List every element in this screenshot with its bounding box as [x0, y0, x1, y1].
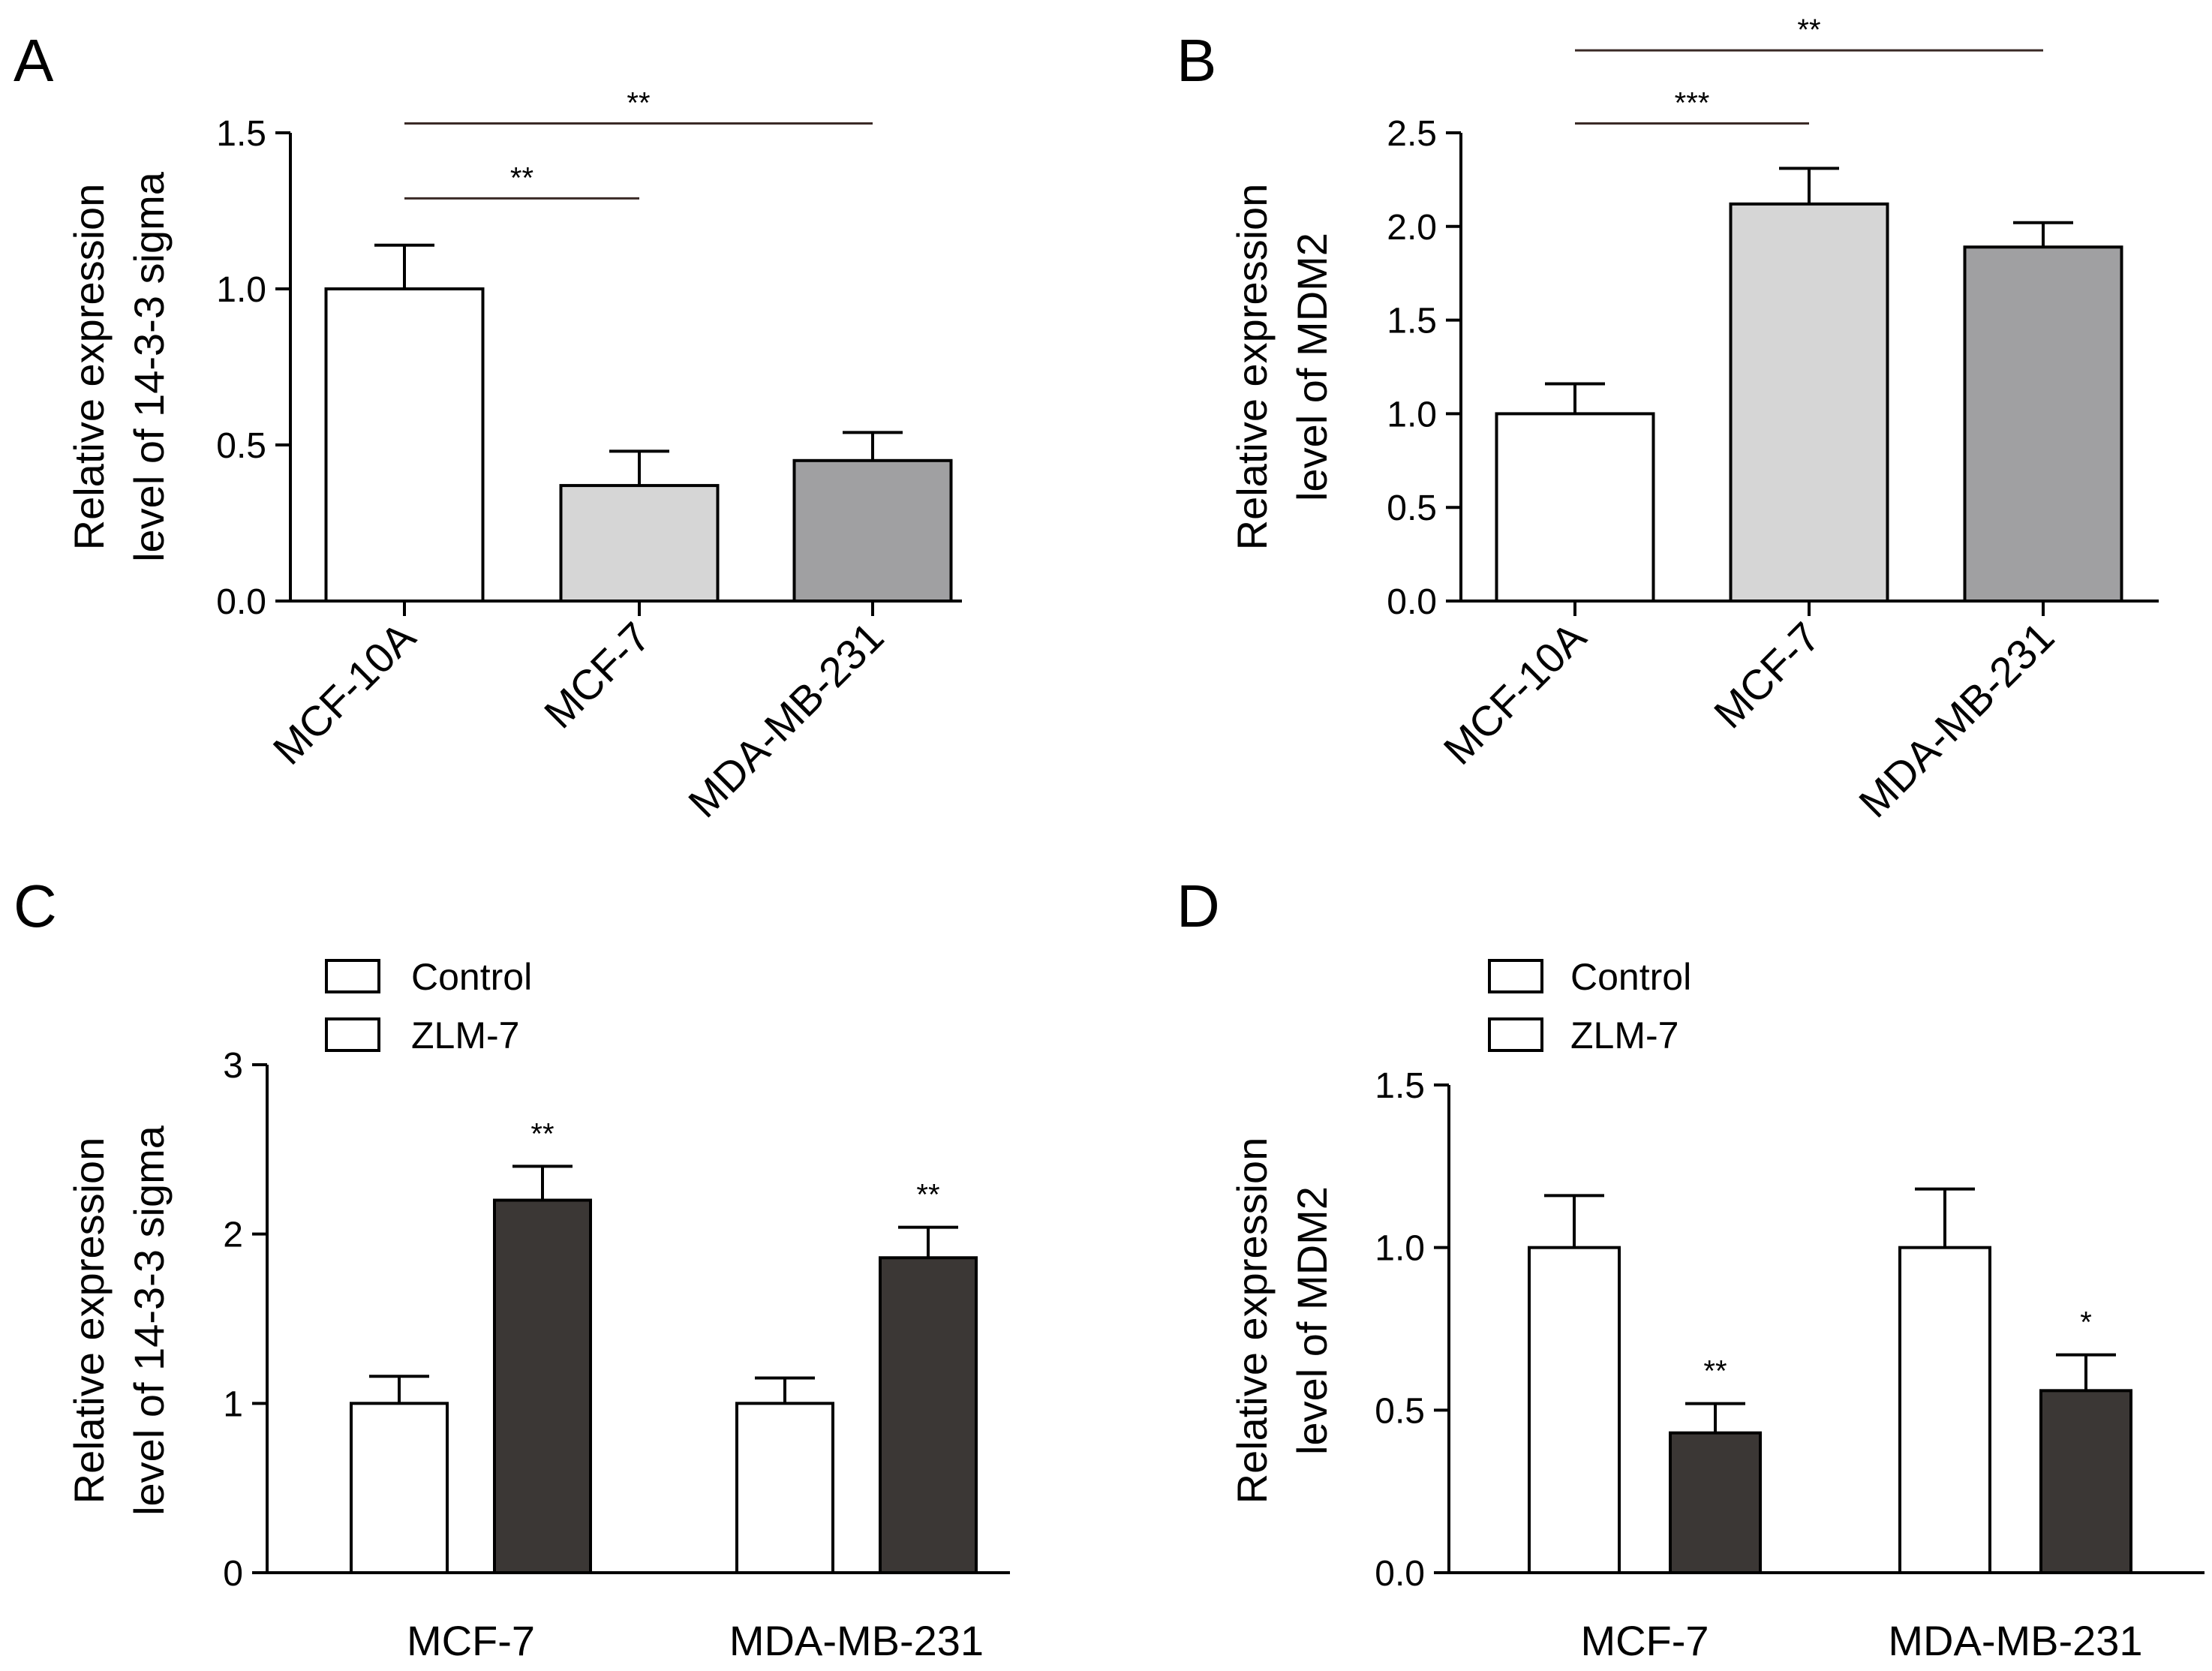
panel-c-bar-zlm-7-0 — [493, 1198, 592, 1574]
panel-b-ytick-label-2: 1.0 — [1387, 395, 1437, 434]
panel-c-ytick-label-1: 1 — [223, 1384, 243, 1424]
panel-c-ytick-label-2: 2 — [223, 1216, 243, 1255]
panel-c-category-label-0: MCF-7 — [407, 1617, 535, 1664]
panel-b-sig-label-0: *** — [1675, 87, 1710, 120]
panel-b-ytick-label-0: 0.0 — [1387, 582, 1437, 622]
panel-d-bar-control-1 — [1898, 1246, 1991, 1574]
panel-d-legend-label-1: ZLM-7 — [1570, 1014, 1679, 1056]
panel-d-ytick-label-0: 0.0 — [1375, 1554, 1425, 1594]
panel-c-legend-swatch-1 — [325, 1017, 380, 1052]
panel-c-ytick-label-0: 0 — [223, 1554, 243, 1594]
panel-a-ylabel-line-1: Relative expression — [65, 184, 113, 551]
panel-c-category-label-1: MDA-MB-231 — [729, 1617, 984, 1664]
panel-c-legend-label-1: ZLM-7 — [411, 1014, 519, 1056]
panel-a-sig-label-0: ** — [510, 161, 533, 194]
panel-a-letter: A — [14, 27, 54, 94]
panel-b-ylabel-line-1: Relative expression — [1228, 184, 1276, 551]
panel-d-category-label-1: MDA-MB-231 — [1888, 1617, 2142, 1664]
panel-c-bar-control-1 — [735, 1402, 834, 1575]
panel-c-bar-zlm-7-1 — [879, 1256, 978, 1574]
panel-d-bar-zlm-7-1 — [2039, 1389, 2132, 1575]
panel-b-category-label-2: MDA-MB-231 — [1850, 613, 2063, 826]
panel-d-letter: D — [1177, 873, 1220, 939]
panel-c-ylabel-line-2: level of 14-3-3 sigma — [125, 1125, 173, 1516]
panel-c-ytick-label-3: 3 — [223, 1046, 243, 1086]
panel-a-ytick-label-3: 1.5 — [216, 114, 266, 154]
panel-d: D Relative expression level of MDM2 0.0 0.5 1… — [1177, 873, 2204, 1664]
panel-b-bar-2 — [1963, 245, 2123, 603]
panel-a-category-label-1: MCF-7 — [535, 613, 660, 738]
panel-a-bar-2 — [792, 458, 953, 603]
panel-b-ylabel-line-2: level of MDM2 — [1288, 233, 1336, 501]
panel-a: A Relative expression level of 14-3-3 sigm… — [14, 27, 962, 826]
panel-a-ylabel-line-2: level of 14-3-3 sigma — [125, 171, 173, 562]
panel-b-category-label-1: MCF-7 — [1705, 613, 1829, 738]
panel-d-category-label-0: MCF-7 — [1580, 1617, 1709, 1664]
panel-b-category-label-0: MCF-10A — [1435, 612, 1595, 773]
panel-b-ytick-label-4: 2.0 — [1387, 208, 1437, 248]
panel-d-sig-label-1: * — [2080, 1306, 2092, 1339]
panel-d-sig-label-0: ** — [1703, 1355, 1727, 1388]
panel-d-ytick-label-2: 1.0 — [1375, 1229, 1425, 1269]
panel-b-ytick-label-5: 2.5 — [1387, 114, 1437, 154]
panel-d-bar-control-0 — [1528, 1246, 1621, 1574]
panel-c-sig-label-1: ** — [916, 1179, 939, 1212]
panel-c-sig-label-0: ** — [530, 1117, 554, 1150]
panel-a-ytick-label-2: 1.0 — [216, 270, 266, 310]
panel-d-bar-zlm-7-0 — [1669, 1431, 1762, 1574]
panel-a-bar-0 — [324, 287, 485, 603]
panel-d-legend-label-0: Control — [1570, 956, 1691, 998]
panel-a-ytick-label-0: 0.0 — [216, 582, 266, 622]
panel-c-bar-control-0 — [350, 1402, 449, 1575]
panel-a-category-label-0: MCF-10A — [264, 612, 425, 773]
panel-d-ylabel-line-2: level of MDM2 — [1288, 1186, 1336, 1455]
panel-b: B Relative expression level of MDM2 0.0 0.5 1… — [1177, 14, 2159, 826]
panel-c: C Relative expression level of 14-3-3 sigm… — [14, 873, 1010, 1664]
panel-d-ytick-label-1: 0.5 — [1375, 1391, 1425, 1431]
panel-d-ylabel-line-1: Relative expression — [1228, 1138, 1276, 1504]
panel-c-legend-swatch-0 — [325, 959, 380, 993]
panel-b-sig-label-1: ** — [1797, 14, 1820, 47]
panel-d-ytick-label-3: 1.5 — [1375, 1066, 1425, 1106]
panel-c-ylabel-line-1: Relative expression — [65, 1138, 113, 1504]
panel-a-bar-1 — [559, 484, 720, 603]
panel-b-bar-1 — [1729, 202, 1889, 603]
panel-b-ytick-label-1: 0.5 — [1387, 488, 1437, 528]
panel-b-ytick-label-3: 1.5 — [1387, 302, 1437, 341]
panel-b-letter: B — [1177, 27, 1216, 94]
panel-d-legend-swatch-1 — [1488, 1017, 1543, 1052]
panel-b-bar-0 — [1495, 412, 1655, 603]
panel-a-category-label-2: MDA-MB-231 — [679, 613, 892, 826]
panel-d-legend-swatch-0 — [1488, 959, 1543, 993]
panel-a-ytick-label-1: 0.5 — [216, 426, 266, 466]
panel-a-sig-label-1: ** — [627, 87, 650, 120]
panel-c-letter: C — [14, 873, 57, 939]
panel-c-legend-label-0: Control — [411, 956, 532, 998]
